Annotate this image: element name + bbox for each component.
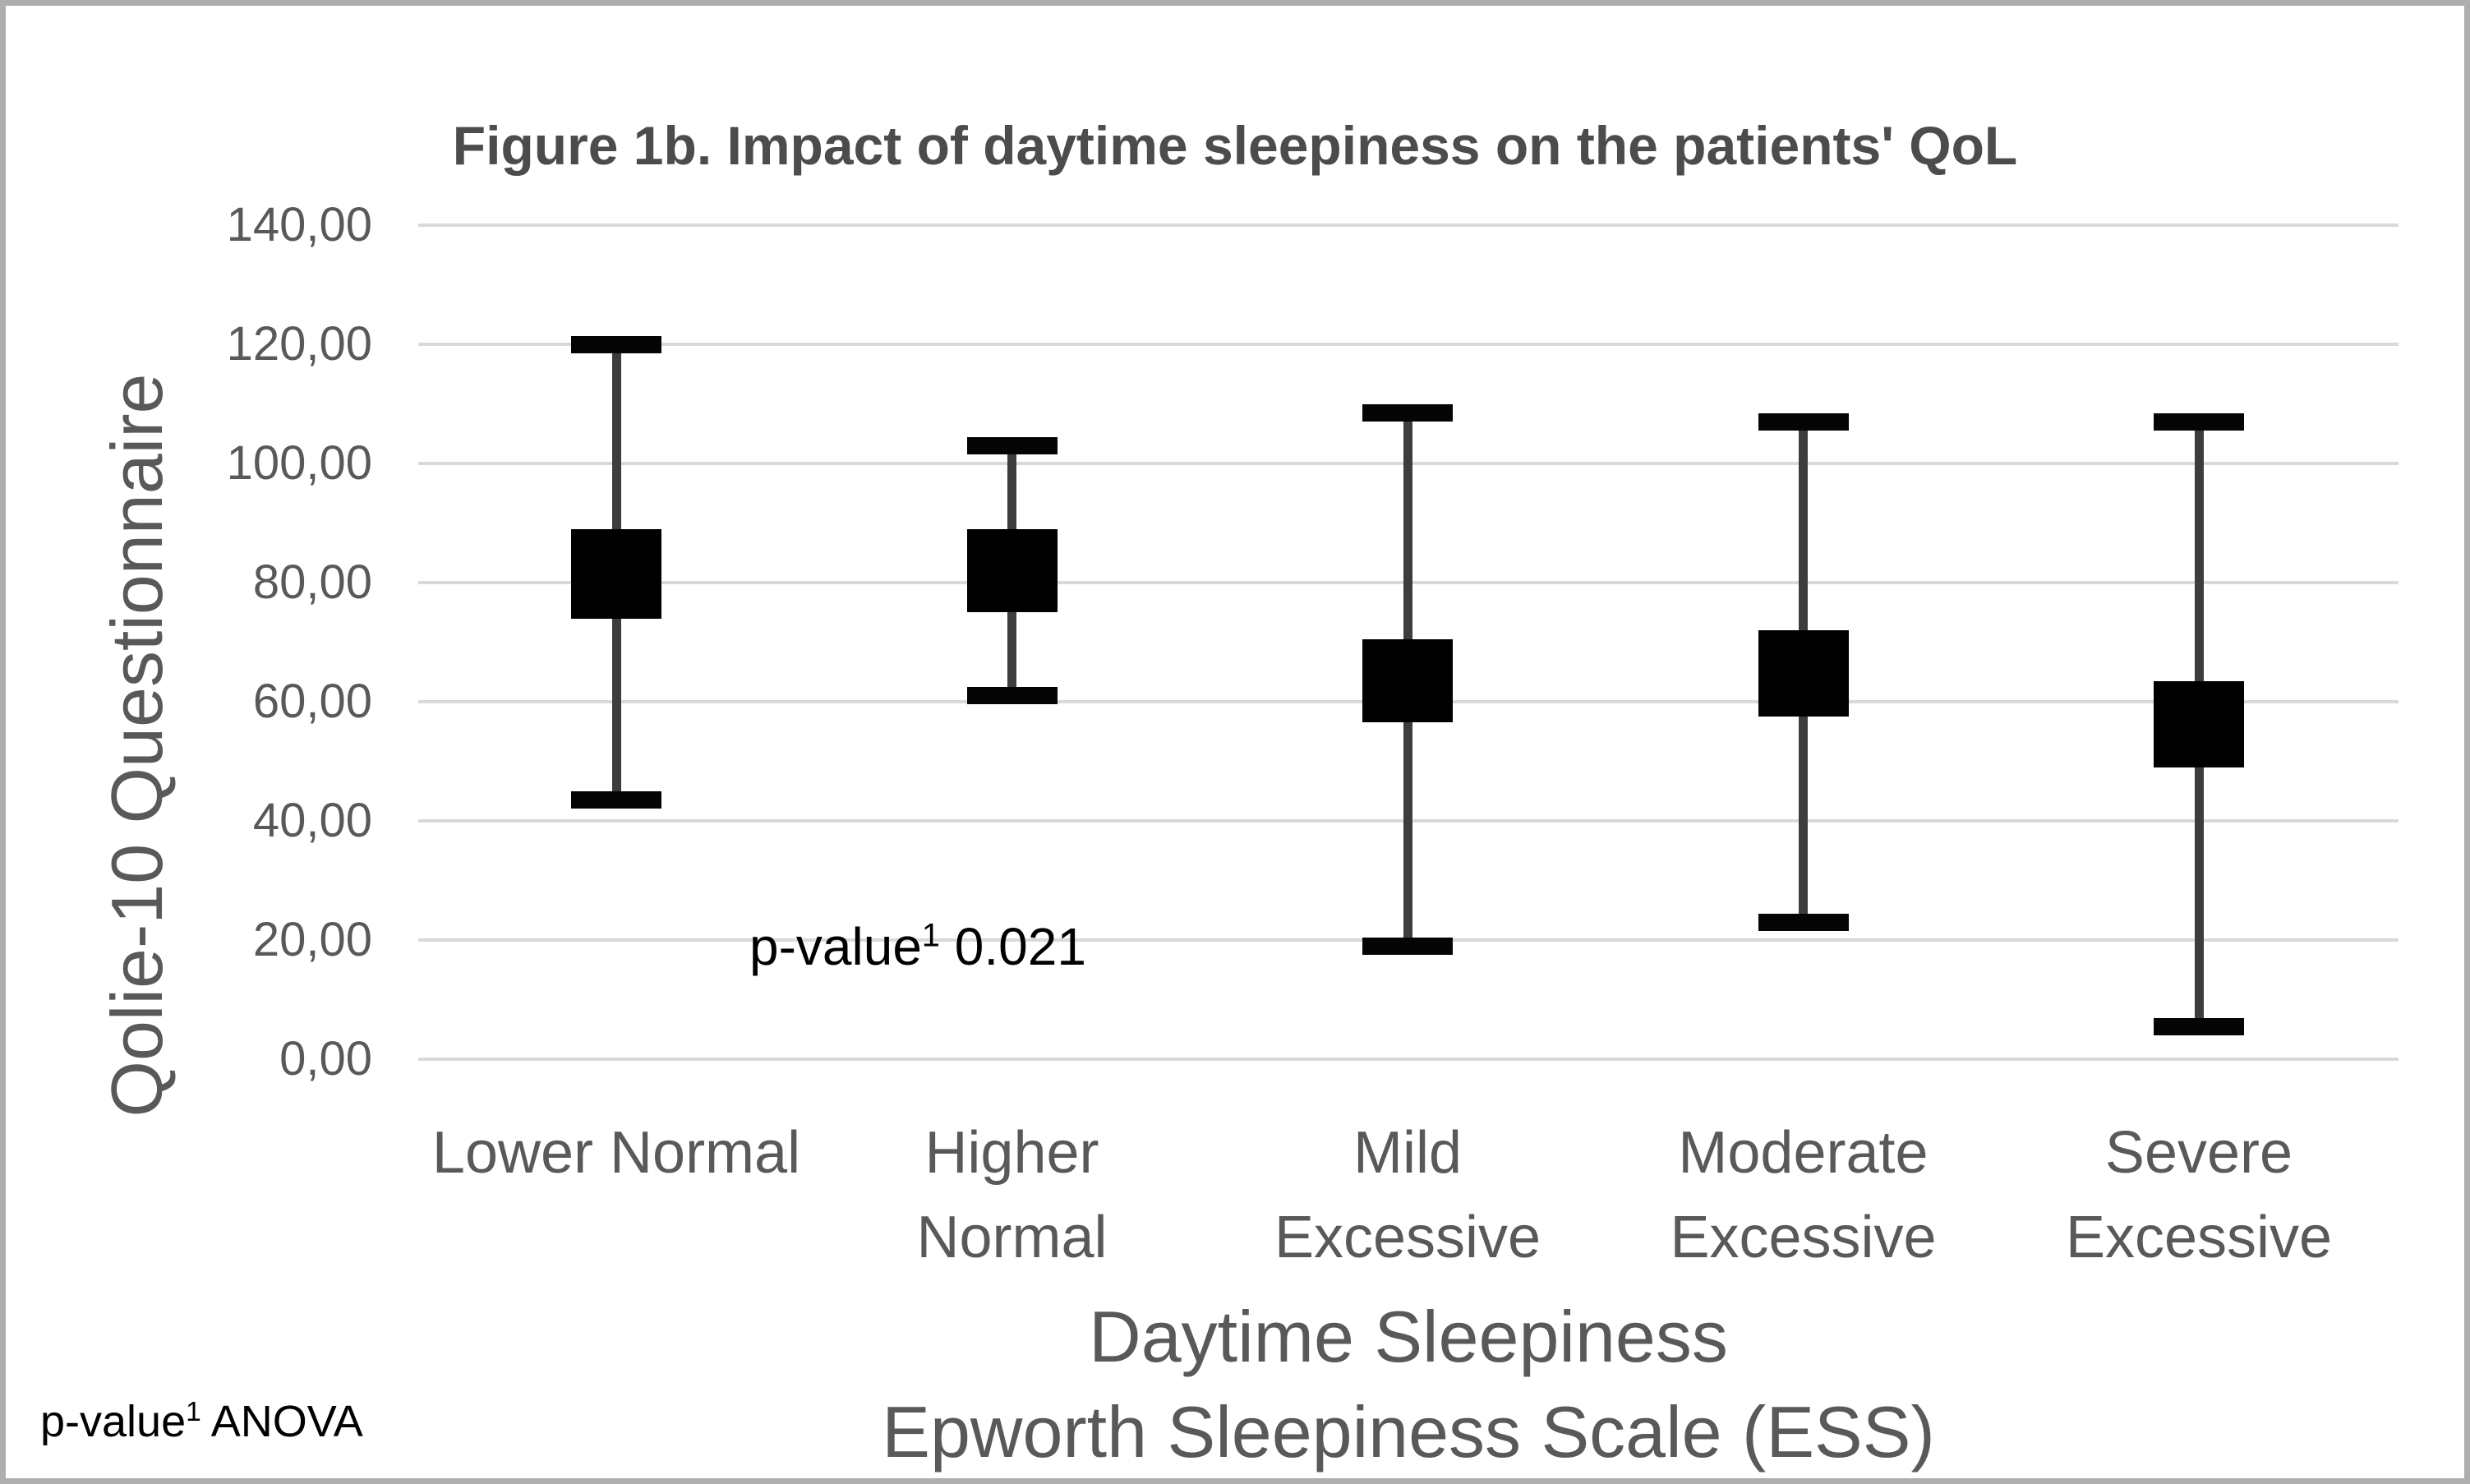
y-tick-label: 60,00: [252, 675, 372, 728]
whisker-cap-bottom: [571, 791, 661, 809]
gridline: [418, 343, 2399, 346]
category-label-line: Higher: [924, 1120, 1099, 1186]
mean-box: [966, 528, 1058, 613]
category-label-line: Excessive: [1274, 1205, 1541, 1270]
anova-footnote: p-value1 ANOVA: [40, 1396, 363, 1447]
category-label-line: Excessive: [2065, 1205, 2333, 1270]
whisker-cap-bottom: [2154, 1017, 2244, 1035]
anova-footnote-prefix: p-value: [40, 1397, 187, 1446]
whisker-cap-top: [1758, 412, 1849, 431]
category-label: Lower Normal: [419, 1111, 813, 1196]
y-tick-label: 20,00: [252, 913, 372, 966]
category-label-line: Excessive: [1670, 1205, 1937, 1270]
category-label: Mild Excessive: [1210, 1111, 1605, 1280]
y-tick-label: 40,00: [252, 794, 372, 847]
chart-title: Figure 1b. Impact of daytime sleepiness …: [452, 115, 2018, 176]
whisker-cap-top: [966, 436, 1058, 454]
whisker-cap-bottom: [1362, 937, 1453, 955]
category-label: Higher Normal: [815, 1111, 1210, 1280]
whisker-cap-bottom: [966, 687, 1058, 705]
category-label-line: Severe: [2104, 1120, 2293, 1186]
y-tick-label: 80,00: [252, 555, 372, 609]
p-value-annotation-value: 0.021: [939, 917, 1086, 976]
gridline: [418, 1058, 2399, 1061]
category-label: Moderate Excessive: [1606, 1111, 2001, 1280]
mean-box: [571, 528, 661, 619]
whisker-cap-top: [2154, 412, 2244, 431]
category-label: Severe Excessive: [2002, 1111, 2396, 1280]
p-value-annotation-prefix: p-value: [749, 917, 922, 976]
whisker-cap-top: [571, 335, 661, 353]
anova-footnote-sup: 1: [186, 1397, 201, 1427]
y-tick-label: 100,00: [226, 436, 372, 490]
whisker-cap-top: [1362, 403, 1453, 422]
mean-box: [1758, 630, 1849, 717]
x-axis-title-line1: Daytime Sleepiness: [1089, 1296, 1728, 1377]
whisker-cap-bottom: [1758, 913, 1849, 931]
y-tick-label: 120,00: [226, 317, 372, 371]
anova-footnote-text: ANOVA: [200, 1397, 363, 1446]
gridline: [418, 224, 2399, 227]
mean-box: [1362, 638, 1453, 723]
mean-box: [2154, 680, 2244, 767]
x-axis-title-line2: Epworth Sleepiness Scale (ESS): [882, 1391, 1935, 1472]
p-value-annotation-sup: 1: [921, 917, 940, 954]
category-label-line: Normal: [916, 1205, 1108, 1270]
category-label-line: Moderate: [1678, 1120, 1929, 1186]
y-tick-label: 0,00: [279, 1032, 372, 1085]
p-value-annotation: p-value1 0.021: [749, 916, 1086, 977]
category-label-line: Mild: [1353, 1120, 1462, 1186]
y-tick-label: 140,00: [226, 198, 372, 251]
category-label-line: Lower Normal: [431, 1120, 801, 1186]
